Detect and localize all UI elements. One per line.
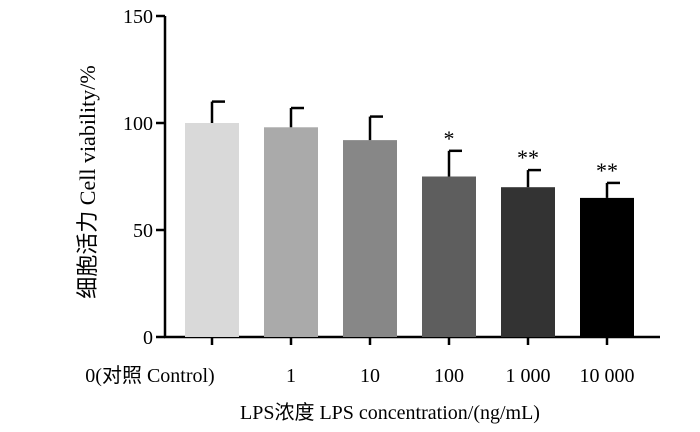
y-tick-label: 0 bbox=[143, 327, 153, 349]
error-bars-group bbox=[210, 100, 620, 198]
x-tick-label: 1 000 bbox=[506, 365, 551, 387]
significance-mark: ** bbox=[596, 158, 618, 183]
bar bbox=[264, 127, 318, 337]
x-tick-label: 0(对照 Control) bbox=[85, 364, 214, 387]
x-axis-label: LPS浓度 LPS concentration/(ng/mL) bbox=[240, 401, 540, 424]
x-tick-label: 10 bbox=[360, 365, 380, 387]
y-tick-label: 50 bbox=[133, 220, 153, 242]
significance-mark: ** bbox=[517, 145, 539, 170]
bar bbox=[501, 187, 555, 337]
x-tick-label: 10 000 bbox=[580, 365, 635, 387]
bar bbox=[343, 140, 397, 337]
y-axis: 0 50 100 150 bbox=[123, 6, 167, 349]
y-tick-label: 100 bbox=[123, 113, 153, 135]
significance-mark: * bbox=[444, 126, 455, 151]
y-tick-label: 150 bbox=[123, 6, 153, 28]
bar bbox=[185, 123, 239, 337]
significance-group: ***** bbox=[444, 126, 619, 183]
x-axis bbox=[164, 335, 660, 345]
bar bbox=[422, 176, 476, 337]
x-tick-label: 1 bbox=[286, 365, 296, 387]
bars-group bbox=[185, 123, 634, 337]
y-axis-label: 细胞活力 Cell viability/% bbox=[75, 65, 100, 298]
category-labels-group: 0(对照 Control) 1 10 100 1 000 10 000 bbox=[85, 364, 634, 387]
x-tick-label: 100 bbox=[434, 365, 464, 387]
bar bbox=[580, 197, 634, 337]
